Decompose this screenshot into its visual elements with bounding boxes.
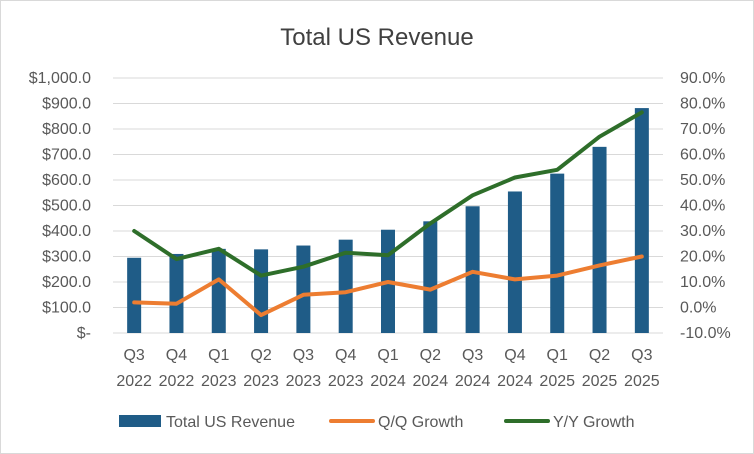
- x-axis-tick-quarter: Q4: [335, 347, 356, 364]
- legend: Total US Revenue Q/Q Growth Y/Y Growth: [119, 414, 635, 431]
- legend-label-total-us-revenue: Total US Revenue: [166, 414, 295, 431]
- revenue-bar: [127, 257, 142, 333]
- right-axis-tick-label: 10.0%: [680, 274, 725, 291]
- x-axis-tick-quarter: Q3: [462, 347, 483, 364]
- left-axis-tick-label: $600.0: [42, 172, 91, 189]
- legend-swatch-total-us-revenue: [119, 415, 161, 427]
- x-axis-tick-quarter: Q4: [504, 347, 525, 364]
- right-axis-tick-label: 30.0%: [680, 223, 725, 240]
- right-axis-tick-label: 70.0%: [680, 121, 725, 138]
- x-axis-tick-year: 2024: [413, 373, 449, 390]
- x-axis-tick-year: 2024: [455, 373, 491, 390]
- x-axis-tick-year: 2025: [582, 373, 618, 390]
- x-axis-tick-quarter: Q3: [123, 347, 144, 364]
- legend-label-q-q-growth: Q/Q Growth: [378, 414, 463, 431]
- revenue-bar: [296, 245, 311, 333]
- revenue-bar: [338, 239, 353, 333]
- revenue-bar: [634, 108, 649, 333]
- revenue-bar: [507, 191, 522, 333]
- x-axis-tick-year: 2023: [201, 373, 237, 390]
- x-axis-tick-year: 2023: [286, 373, 322, 390]
- x-axis-tick-year: 2023: [243, 373, 279, 390]
- revenue-bar: [254, 249, 269, 333]
- x-axis-tick-year: 2022: [116, 373, 152, 390]
- legend-label-y-y-growth: Y/Y Growth: [553, 414, 635, 431]
- left-axis-tick-label: $900.0: [42, 96, 91, 113]
- x-axis-tick-quarter: Q2: [589, 347, 610, 364]
- left-axis-tick-label: $-: [77, 325, 91, 342]
- x-axis-tick-year: 2025: [624, 373, 660, 390]
- revenue-bar: [592, 146, 607, 333]
- revenue-bar: [465, 206, 480, 333]
- left-axis-tick-label: $500.0: [42, 198, 91, 215]
- right-axis-tick-label: 80.0%: [680, 96, 725, 113]
- x-axis-tick-quarter: Q1: [547, 347, 568, 364]
- x-axis-tick-year: 2025: [539, 373, 575, 390]
- right-axis-tick-label: 50.0%: [680, 172, 725, 189]
- x-axis-tick-year: 2024: [497, 373, 533, 390]
- left-axis-tick-label: $100.0: [42, 300, 91, 317]
- right-axis-tick-label: 90.0%: [680, 70, 725, 87]
- x-axis-tick-quarter: Q3: [293, 347, 314, 364]
- revenue-bar: [423, 221, 438, 333]
- bar-series: [127, 108, 649, 333]
- y-y-growth-line: [132, 110, 644, 278]
- x-axis-tick-year: 2023: [328, 373, 364, 390]
- q-q-growth-line: [132, 254, 644, 318]
- right-axis-tick-label: -10.0%: [680, 325, 731, 342]
- left-axis-tick-label: $800.0: [42, 121, 91, 138]
- left-axis-tick-label: $200.0: [42, 274, 91, 291]
- revenue-bar: [169, 253, 184, 333]
- right-axis-ticks: -10.0% 0.0% 10.0% 20.0% 30.0% 40.0% 50.0% 60.0%…: [680, 70, 731, 342]
- right-axis-tick-label: 40.0%: [680, 198, 725, 215]
- left-axis-tick-label: $300.0: [42, 249, 91, 266]
- revenue-bar: [550, 173, 565, 333]
- x-axis-tick-quarter: Q1: [208, 347, 229, 364]
- x-axis-ticks: Q3 2022 Q4 2022 Q1 2023 Q2 2023 Q3 2023 Q4 2023 Q1 20…: [116, 347, 659, 390]
- revenue-bar: [211, 248, 226, 333]
- line-series: [132, 110, 644, 318]
- x-axis-tick-quarter: Q2: [250, 347, 271, 364]
- left-axis-ticks: $- $100.0 $200.0 $300.0 $400.0 $500.0 $600.0 $7…: [29, 70, 91, 342]
- right-axis-tick-label: 0.0%: [680, 300, 716, 317]
- left-axis-tick-label: $1,000.0: [29, 70, 91, 87]
- x-axis-tick-year: 2022: [159, 373, 195, 390]
- right-axis-tick-label: 60.0%: [680, 147, 725, 164]
- x-axis-tick-quarter: Q1: [377, 347, 398, 364]
- chart-title: Total US Revenue: [280, 24, 473, 51]
- right-axis-tick-label: 20.0%: [680, 249, 725, 266]
- x-axis-tick-quarter: Q3: [631, 347, 652, 364]
- left-axis-tick-label: $400.0: [42, 223, 91, 240]
- x-axis-tick-year: 2024: [370, 373, 406, 390]
- x-axis-tick-quarter: Q4: [166, 347, 187, 364]
- left-axis-tick-label: $700.0: [42, 147, 91, 164]
- x-axis-tick-quarter: Q2: [420, 347, 441, 364]
